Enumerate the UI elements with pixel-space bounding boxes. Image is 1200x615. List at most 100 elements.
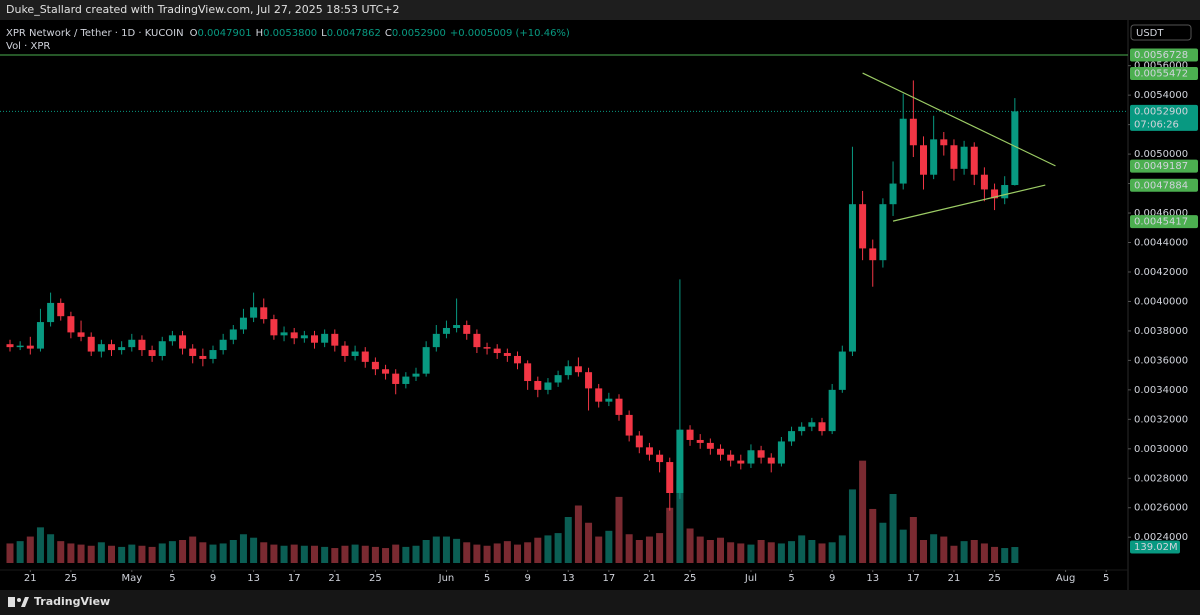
y-tick-label: 0.0030000 bbox=[1134, 444, 1188, 455]
legend-value: 0.0047862 bbox=[327, 28, 381, 39]
volume-bar bbox=[564, 517, 572, 563]
volume-bar bbox=[199, 542, 207, 563]
candle-body bbox=[108, 344, 115, 351]
volume-bar bbox=[706, 540, 714, 563]
volume-bar bbox=[514, 544, 521, 563]
volume-bar bbox=[605, 530, 613, 563]
x-tick-label: 9 bbox=[829, 573, 835, 584]
volume-bar bbox=[26, 536, 34, 563]
volume-bar bbox=[260, 542, 268, 563]
x-tick-label: 21 bbox=[328, 573, 341, 584]
y-tick-label: 0.0026000 bbox=[1134, 503, 1188, 514]
volume-bar bbox=[889, 494, 897, 563]
volume-bar bbox=[67, 543, 75, 563]
header-credit: Duke_Stallard created with TradingView.c… bbox=[6, 3, 400, 16]
candle-body bbox=[980, 174, 988, 190]
candle-body bbox=[290, 332, 298, 339]
candle-body bbox=[270, 319, 278, 336]
candle-body bbox=[503, 353, 511, 356]
candle-body bbox=[564, 366, 572, 376]
y-tick-label: 0.0032000 bbox=[1134, 414, 1188, 425]
y-tick-label: 0.0054000 bbox=[1134, 90, 1188, 101]
x-tick-label: 5 bbox=[1103, 573, 1109, 584]
candle-body bbox=[534, 381, 542, 390]
x-tick-label: 25 bbox=[988, 573, 1001, 584]
candle-body bbox=[168, 335, 176, 342]
y-tick-label: 0.0044000 bbox=[1134, 238, 1188, 249]
logo-slash bbox=[21, 597, 29, 607]
volume-bar bbox=[950, 545, 958, 563]
volume-bar bbox=[189, 536, 197, 563]
price-label-countdown: 07:06:26 bbox=[1134, 119, 1179, 130]
volume-bar bbox=[686, 528, 694, 563]
y-tick-label: 0.0024000 bbox=[1134, 532, 1188, 543]
footer-brand: TradingView bbox=[34, 595, 110, 608]
candle-body bbox=[920, 145, 927, 175]
volume-bar bbox=[148, 546, 156, 563]
candle-body bbox=[859, 204, 867, 249]
candle-body bbox=[767, 457, 775, 464]
candle-body bbox=[77, 332, 85, 337]
volume-bar bbox=[229, 540, 237, 563]
volume-bar bbox=[656, 533, 664, 563]
price-label: 0.0056728 bbox=[1134, 50, 1188, 61]
volume-bar bbox=[118, 546, 126, 563]
trend-line bbox=[862, 72, 1056, 167]
candle-body bbox=[493, 348, 501, 354]
volume-bar bbox=[57, 541, 65, 563]
volume-bar bbox=[483, 545, 491, 563]
candle-body bbox=[229, 329, 237, 340]
volume-bar bbox=[534, 537, 542, 563]
x-tick-label: Aug bbox=[1056, 573, 1076, 584]
candle-body bbox=[889, 183, 897, 205]
candle-body bbox=[899, 118, 907, 184]
candle-body bbox=[463, 325, 471, 334]
candle-body bbox=[57, 302, 65, 317]
candle-body bbox=[879, 204, 887, 261]
volume-bar bbox=[138, 545, 146, 563]
candle-body bbox=[818, 422, 826, 432]
x-tick-label: Jun bbox=[438, 573, 455, 584]
candle-body bbox=[737, 460, 745, 464]
volume-bar bbox=[503, 541, 511, 563]
legend-value: 0.0053800 bbox=[263, 28, 317, 39]
header-bar bbox=[0, 0, 1200, 20]
volume-bar bbox=[128, 544, 136, 563]
volume-bar bbox=[168, 541, 176, 563]
x-tick-label: 21 bbox=[643, 573, 656, 584]
volume-bar bbox=[1011, 547, 1019, 563]
candle-body bbox=[199, 355, 207, 359]
candle-body bbox=[371, 361, 379, 370]
volume-label: 139.02M bbox=[1134, 542, 1178, 553]
volume-bar bbox=[717, 537, 724, 563]
candle-body bbox=[991, 189, 999, 199]
candle-body bbox=[67, 316, 75, 333]
volume-bar bbox=[940, 536, 948, 563]
legend-value: 0.0047901 bbox=[197, 28, 251, 39]
candle-body bbox=[280, 332, 288, 336]
x-tick-label: 5 bbox=[169, 573, 175, 584]
volume-bar bbox=[828, 542, 836, 563]
candle-body bbox=[148, 350, 156, 356]
x-tick-label: 9 bbox=[524, 573, 530, 584]
candle-body bbox=[189, 348, 197, 356]
candle-body bbox=[930, 139, 938, 175]
volume-bar bbox=[77, 544, 85, 563]
candle-body bbox=[574, 366, 582, 373]
legend-value: 0.0052900 bbox=[392, 28, 446, 39]
candle-body bbox=[432, 333, 440, 348]
volume-bar bbox=[747, 544, 755, 563]
volume-bar bbox=[798, 535, 806, 563]
candle-body bbox=[909, 118, 917, 146]
candle-body bbox=[869, 248, 877, 261]
legend-volume: Vol · XPR bbox=[6, 41, 50, 52]
legend-line: XPR Network / Tether · 1D · KUCOIN O0.004… bbox=[6, 28, 570, 39]
volume-bar bbox=[280, 545, 288, 563]
y-tick-label: 0.0040000 bbox=[1134, 296, 1188, 307]
candle-body bbox=[158, 341, 166, 356]
volume-bar bbox=[1001, 548, 1009, 563]
price-label-box bbox=[1130, 159, 1198, 173]
volume-bar bbox=[838, 535, 846, 563]
x-tick-label: 25 bbox=[65, 573, 78, 584]
legend-symbol: XPR Network / Tether · 1D · KUCOIN bbox=[6, 28, 184, 39]
